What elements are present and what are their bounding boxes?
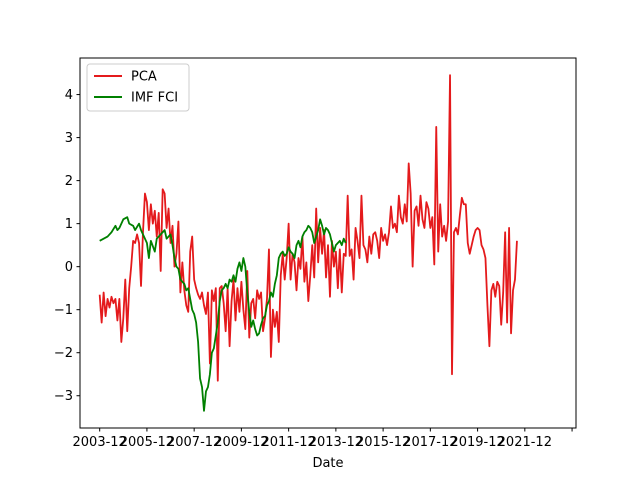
x-axis: 2003-122005-122007-122009-122011-122013-…: [73, 428, 573, 450]
legend-label-pca: PCA: [131, 70, 157, 85]
x-tick-label: 2019-12: [450, 435, 504, 450]
series-line-pca: [98, 74, 518, 382]
y-tick-label: 4: [65, 88, 73, 103]
y-tick-label: 1: [65, 217, 73, 232]
x-tick-label: 2011-12: [261, 435, 315, 450]
legend-label-imf-fci: IMF FCI: [131, 91, 178, 106]
legend: PCA IMF FCI: [86, 63, 190, 112]
x-tick-label: 2009-12: [214, 435, 268, 450]
x-tick-label: 2003-12: [73, 435, 127, 450]
plot-frame: [79, 57, 577, 429]
y-tick-label: 0: [65, 260, 73, 275]
x-tick-label: 2015-12: [356, 435, 410, 450]
x-tick-label: 2013-12: [309, 435, 363, 450]
series-line-imf-fci: [99, 216, 347, 412]
x-tick-label: 2017-12: [403, 435, 457, 450]
x-tick-label: 2021-12: [498, 435, 552, 450]
y-axis: −3 −2 −1 0 1 2 3 4: [54, 88, 80, 404]
x-tick-label: 2005-12: [120, 435, 174, 450]
x-axis-label: Date: [312, 456, 343, 471]
x-tick-label: 2007-12: [167, 435, 221, 450]
y-tick-label: −1: [54, 303, 73, 318]
y-tick-label: −2: [54, 346, 73, 361]
y-tick-label: 2: [65, 174, 73, 189]
y-tick-label: −3: [54, 389, 73, 404]
series-lines: [98, 74, 518, 412]
y-tick-label: 3: [65, 131, 73, 146]
